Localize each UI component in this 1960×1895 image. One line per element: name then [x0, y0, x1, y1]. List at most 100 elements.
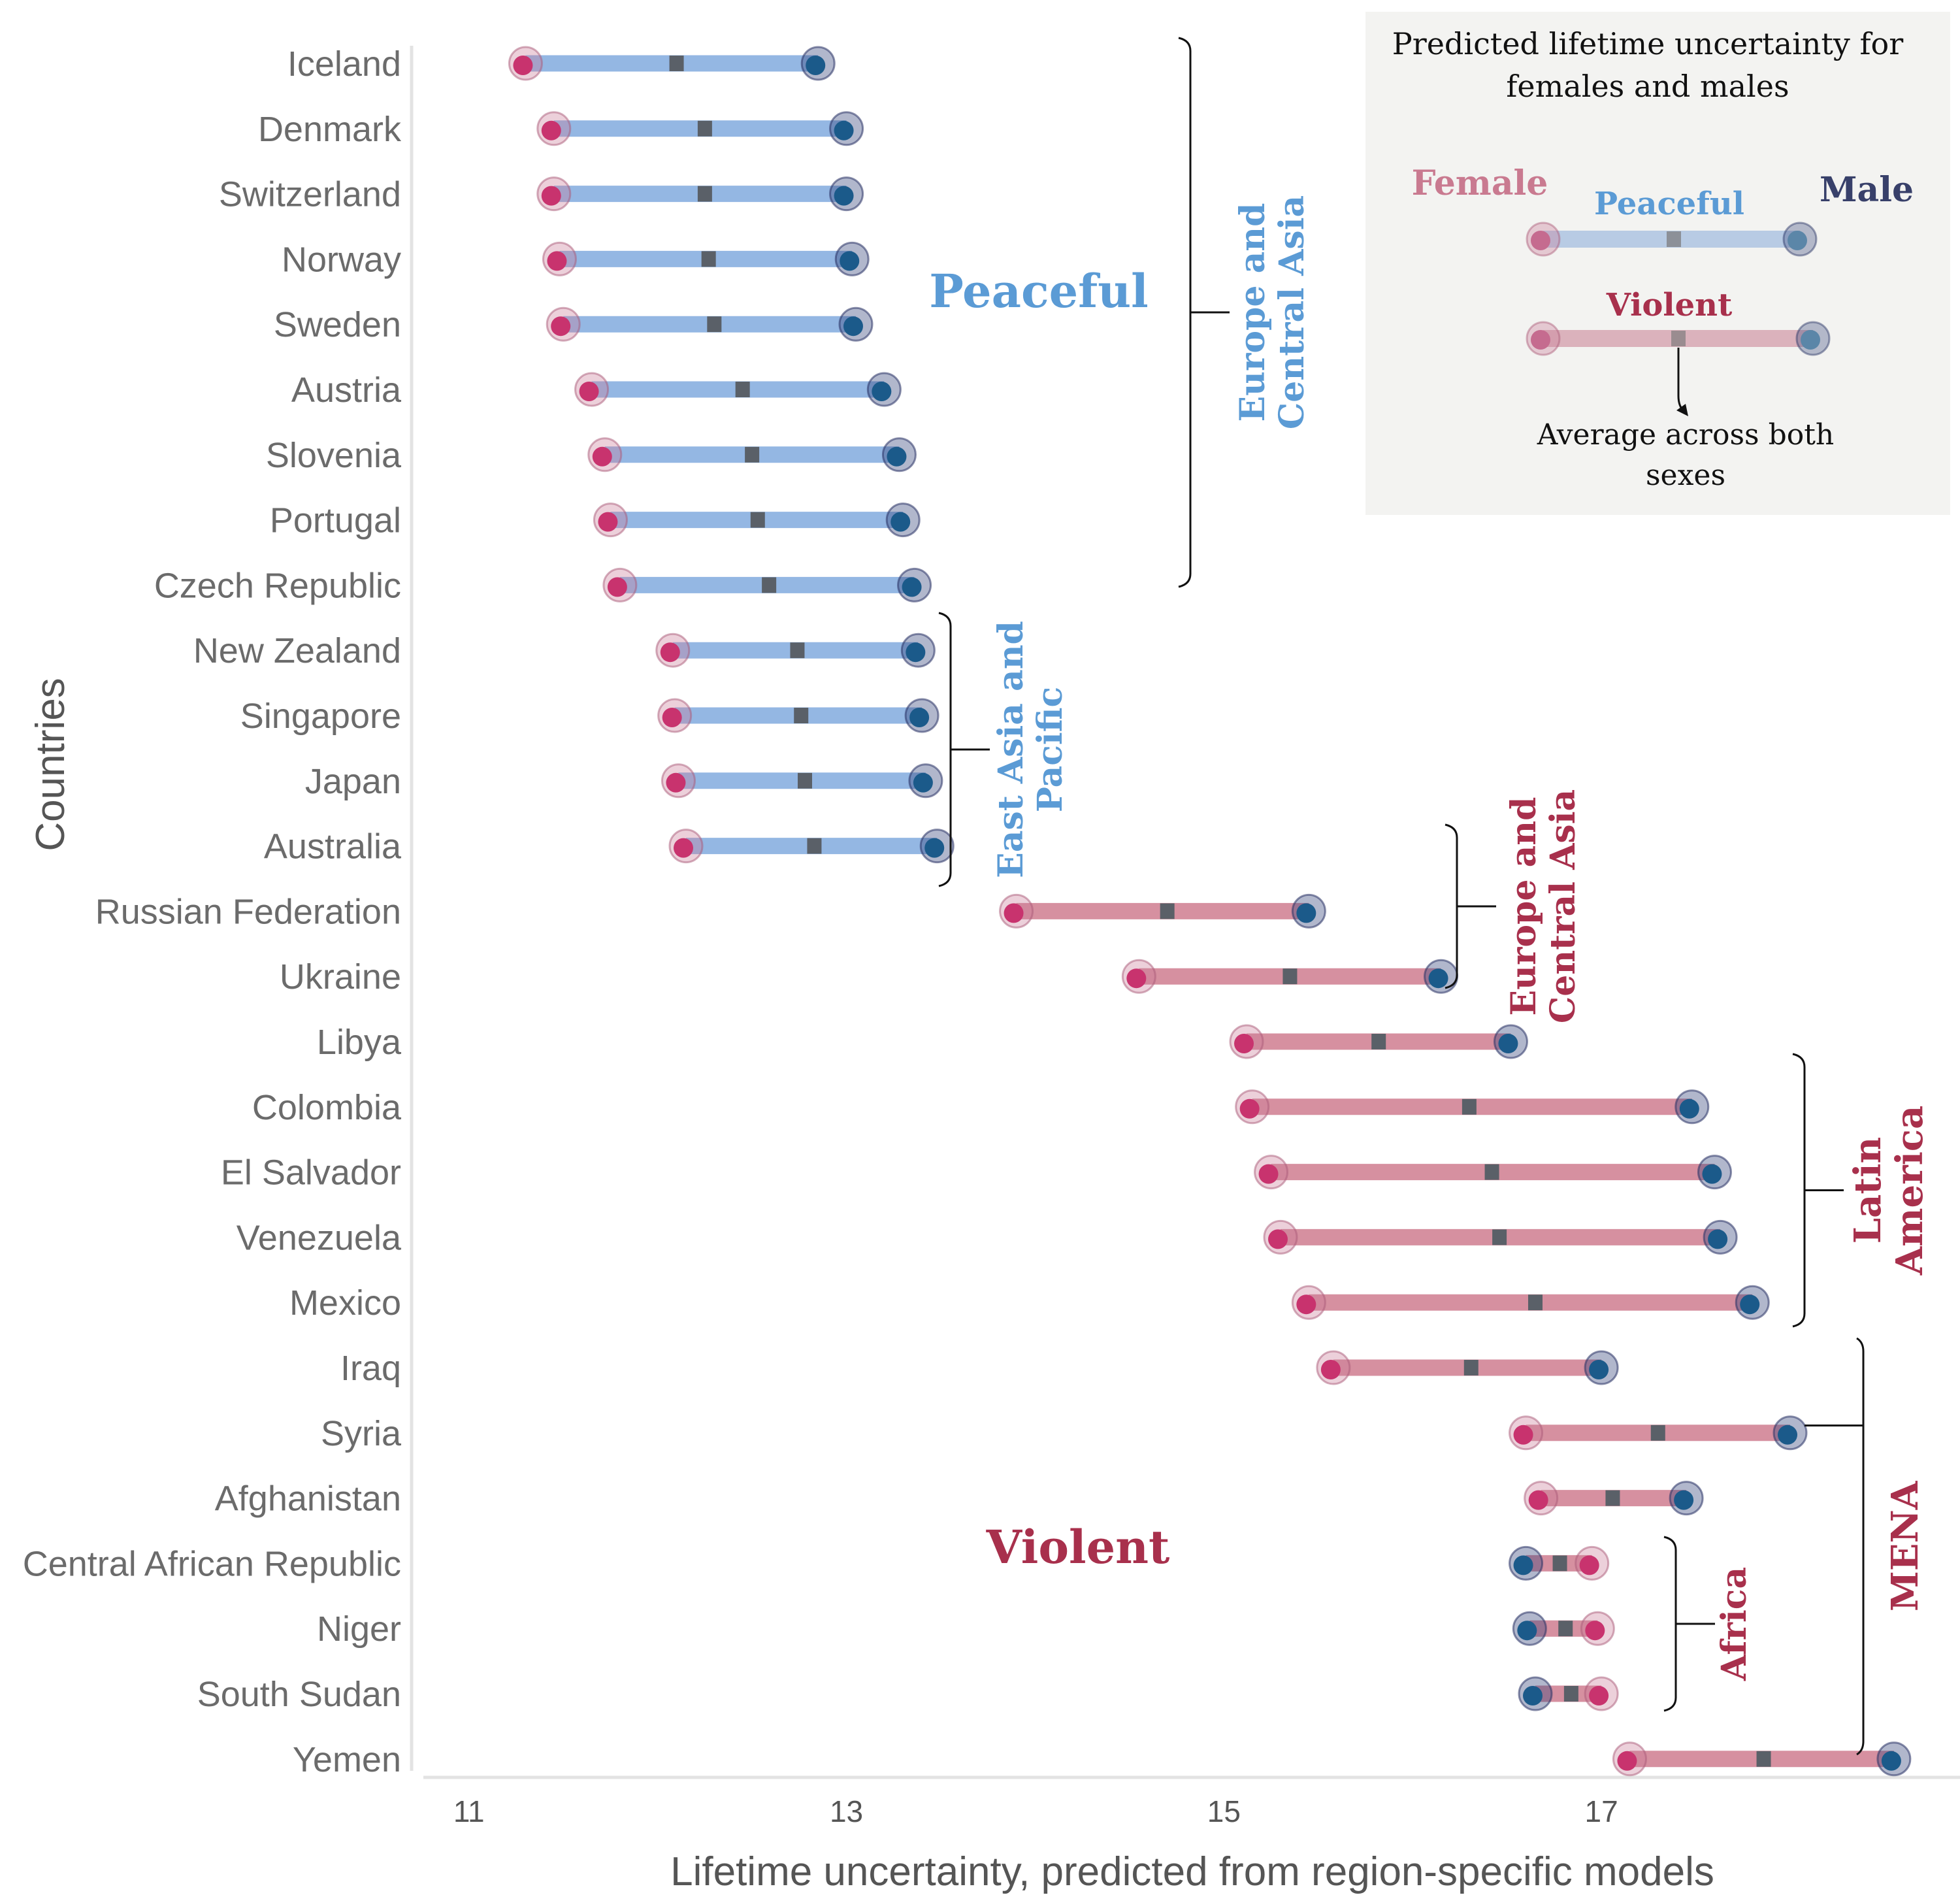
female-dot — [666, 772, 686, 793]
mean-marker — [1371, 1034, 1386, 1049]
mean-marker — [1160, 903, 1175, 919]
country-label-central-african-republic: Central African Republic — [23, 1544, 401, 1583]
region-bracket — [1856, 1337, 1865, 1756]
mean-marker — [745, 446, 760, 463]
male-dot — [834, 120, 854, 140]
dumbbell-row-syria — [1509, 1415, 1808, 1451]
legend-background — [1365, 12, 1950, 515]
region-mena-violent: MENA — [1805, 1337, 1927, 1756]
y-axis-title: Countries — [28, 678, 73, 851]
country-label-russian-federation: Russian Federation — [95, 892, 401, 931]
male-dot — [1523, 1686, 1543, 1706]
male-dot — [843, 316, 863, 337]
legend-violent-mean — [1671, 331, 1686, 346]
dumbbell-row-russian-federation — [999, 893, 1326, 929]
region-label-line: MENA — [1884, 1480, 1927, 1611]
mean-marker — [807, 838, 822, 854]
region-bracket — [1178, 37, 1192, 588]
country-label-sweden: Sweden — [274, 305, 401, 344]
male-dot — [1517, 1621, 1537, 1641]
female-dot — [607, 577, 627, 597]
country-label-switzerland: Switzerland — [219, 175, 401, 214]
dumbbell-row-australia — [668, 829, 955, 864]
female-dot — [660, 642, 680, 663]
mean-marker — [697, 186, 712, 202]
mean-marker — [697, 120, 712, 137]
female-dot — [1126, 968, 1147, 989]
region-label-line: Latin — [1846, 1137, 1889, 1244]
female-dot — [513, 56, 533, 75]
region-bracket — [1663, 1536, 1677, 1712]
region-label: LatinAmerica — [1846, 1106, 1931, 1276]
mean-marker — [1462, 1098, 1477, 1115]
mean-marker — [701, 251, 716, 267]
female-dot — [1585, 1621, 1605, 1641]
mean-marker — [1552, 1555, 1567, 1572]
mean-marker — [1650, 1425, 1665, 1441]
country-label-libya: Libya — [317, 1023, 402, 1062]
legend-peaceful-female-dot — [1531, 231, 1550, 250]
dumbbell-row-portugal — [593, 503, 921, 538]
country-label-ukraine: Ukraine — [280, 957, 401, 997]
dumbbell-row-switzerland — [536, 176, 864, 212]
male-dot — [1702, 1164, 1722, 1184]
male-dot — [887, 446, 907, 467]
country-label-mexico: Mexico — [289, 1283, 401, 1323]
country-label-australia: Australia — [264, 827, 402, 866]
region-label-line: Africa — [1714, 1567, 1754, 1681]
x-tick-label: 13 — [830, 1794, 863, 1828]
country-label-singapore: Singapore — [240, 697, 401, 736]
dumbbell-row-singapore — [657, 698, 939, 733]
dumbbell-row-austria — [574, 372, 902, 407]
male-dot — [806, 56, 826, 75]
region-label-line: Pacific — [1030, 687, 1070, 812]
region-label-line: Europe and — [1504, 797, 1544, 1016]
female-dot — [592, 446, 612, 467]
dumbbell-row-iceland — [508, 46, 836, 81]
mean-marker — [1484, 1164, 1499, 1180]
male-dot — [1674, 1490, 1694, 1510]
dumbbell-row-mexico — [1291, 1285, 1770, 1320]
mean-marker — [790, 642, 805, 659]
mean-marker — [1463, 1360, 1478, 1376]
region-east-asia-and-pacific-peaceful: East Asia andPacific — [938, 612, 1070, 887]
dumbbell-series — [508, 46, 1912, 1777]
mean-marker — [1282, 968, 1298, 985]
legend-violent-label: Violent — [1606, 287, 1733, 323]
female-dot — [662, 708, 682, 727]
legend-peaceful-male-dot — [1788, 231, 1807, 250]
dumbbell-row-japan — [661, 763, 943, 799]
female-dot — [1234, 1034, 1254, 1053]
country-label-syria: Syria — [321, 1414, 402, 1453]
x-axis-title: Lifetime uncertainty, predicted from reg… — [670, 1849, 1714, 1894]
country-label-south-sudan: South Sudan — [197, 1675, 401, 1714]
mean-marker — [798, 772, 812, 789]
dumbbell-row-yemen — [1612, 1741, 1912, 1777]
female-dot — [1589, 1686, 1609, 1706]
male-dot — [924, 838, 945, 858]
peaceful-group-label: Peaceful — [929, 264, 1148, 318]
legend-title-line-2: females and males — [1506, 69, 1789, 104]
dumbbell-row-sweden — [546, 306, 874, 342]
legend-note-line-1: Average across both — [1537, 418, 1835, 452]
country-label-new-zealand: New Zealand — [193, 631, 401, 670]
country-label-norway: Norway — [282, 240, 401, 279]
female-dot — [551, 316, 571, 337]
legend-violent-female-dot — [1531, 330, 1550, 350]
mean-marker — [750, 512, 765, 528]
region-brackets: Europe andCentral Asia East Asia andPacif… — [938, 37, 1931, 1756]
x-tick-label: 17 — [1585, 1794, 1618, 1828]
mean-marker — [669, 56, 684, 71]
male-dot — [834, 186, 854, 206]
region-latin-america-violent: LatinAmerica — [1792, 1053, 1931, 1328]
y-tick-labels: Iceland Denmark Switzerland Norway Sweden Aus… — [23, 44, 402, 1779]
region-label-line: East Asia and — [991, 621, 1031, 878]
dumbbell-row-denmark — [536, 111, 864, 146]
female-dot — [674, 838, 693, 858]
country-label-denmark: Denmark — [258, 110, 402, 149]
male-dot — [1513, 1555, 1533, 1575]
region-europe-and-central-asia-violent: Europe andCentral Asia — [1445, 789, 1583, 1023]
region-europe-and-central-asia-peaceful: Europe andCentral Asia — [1178, 37, 1312, 588]
legend-note-line-2: sexes — [1646, 459, 1725, 492]
female-dot — [1004, 903, 1024, 923]
